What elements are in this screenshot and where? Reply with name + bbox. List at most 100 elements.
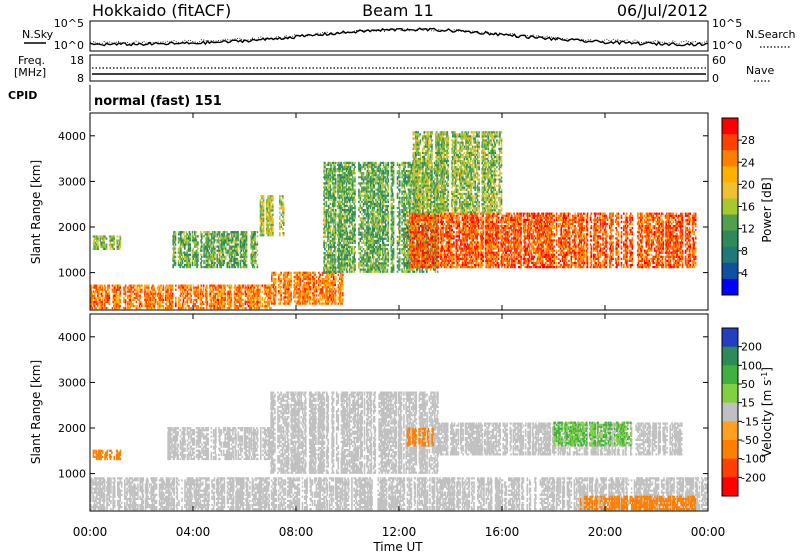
echo-cell (290, 286, 292, 288)
echo-cell (344, 256, 346, 258)
echo-cell (361, 191, 363, 193)
echo-cell (150, 301, 152, 303)
echo-cell (160, 287, 162, 289)
echo-cell (137, 295, 139, 297)
echo-cell (232, 252, 234, 254)
echo-cell (308, 274, 310, 276)
echo-cell (318, 272, 320, 274)
echo-cell (330, 232, 332, 234)
echo-cell (327, 276, 329, 278)
echo-cell (335, 223, 337, 225)
echo-cell (361, 225, 363, 227)
echo-cell (330, 164, 332, 166)
echo-cell (327, 288, 329, 290)
echo-cell (283, 220, 285, 222)
echo-cell (352, 197, 354, 199)
echo-cell (288, 274, 290, 276)
echo-cell (209, 291, 211, 293)
echo-cell (352, 172, 354, 174)
echo-cell (279, 199, 281, 201)
echo-cell (335, 252, 337, 254)
echo-cell (294, 294, 296, 296)
echo-cell (193, 248, 195, 250)
echo-cell (241, 305, 243, 307)
echo-cell (237, 264, 239, 266)
echo-cell (371, 166, 373, 168)
echo-cell (328, 191, 330, 193)
echo-cell (342, 252, 344, 254)
echo-cell (270, 307, 272, 309)
echo-cell (201, 260, 203, 262)
echo-cell (203, 260, 205, 262)
echo-cell (145, 289, 147, 291)
echo-cell (104, 303, 106, 305)
echo-cell (240, 264, 242, 266)
echo-cell (358, 264, 360, 266)
echo-cell (371, 271, 373, 273)
echo-cell (323, 168, 325, 170)
echo-cell (324, 303, 326, 305)
echo-cell (266, 307, 268, 309)
echo-cell (363, 262, 365, 264)
echo-cell (178, 264, 180, 266)
echo-cell (326, 189, 328, 191)
echo-cell (186, 233, 188, 235)
echo-cell (193, 235, 195, 237)
echo-cell (352, 217, 354, 219)
echo-cell (372, 244, 374, 246)
echo-cell (285, 292, 287, 294)
echo-cell (130, 285, 132, 287)
echo-cell (197, 243, 199, 245)
echo-cell (327, 303, 329, 305)
echo-cell (366, 238, 368, 240)
echo-cell (245, 307, 247, 309)
echo-cell (324, 264, 326, 266)
echo-cell (326, 176, 328, 178)
echo-cell (218, 299, 220, 301)
echo-cell (335, 230, 337, 232)
echo-cell (150, 305, 152, 307)
echo-cell (131, 291, 133, 293)
echo-cell (372, 199, 374, 201)
echo-cell (254, 299, 256, 301)
echo-cell (196, 291, 198, 293)
echo-cell (225, 235, 227, 237)
echo-cell (183, 233, 185, 235)
echo-cell (197, 285, 199, 287)
echo-cell (326, 215, 328, 217)
echo-cell (223, 260, 225, 262)
echo-cell (341, 303, 343, 305)
echo-cell (244, 262, 246, 264)
echo-cell (367, 223, 369, 225)
echo-cell (189, 237, 191, 239)
echo-cell (155, 301, 157, 303)
echo-cell (184, 291, 186, 293)
echo-cell (282, 216, 284, 218)
echo-cell (347, 256, 349, 258)
echo-cell (201, 291, 203, 293)
echo-cell (352, 193, 354, 195)
echo-cell (139, 287, 141, 289)
echo-cell (324, 242, 326, 244)
echo-cell (340, 201, 342, 203)
echo-cell (327, 260, 329, 262)
echo-cell (358, 252, 360, 254)
echo-cell (269, 222, 271, 224)
echo-cell (347, 240, 349, 242)
echo-cell (308, 284, 310, 286)
echo-cell (354, 250, 356, 252)
echo-cell (197, 258, 199, 260)
echo-cell (332, 288, 334, 290)
echo-cell (263, 197, 265, 199)
echo-cell (330, 166, 332, 168)
echo-cell (91, 305, 93, 307)
echo-cell (366, 228, 368, 230)
echo-cell (341, 197, 343, 199)
echo-cell (242, 256, 244, 258)
echo-cell (290, 294, 292, 296)
echo-cell (350, 166, 352, 168)
echo-cell (333, 178, 335, 180)
echo-cell (188, 305, 190, 307)
echo-cell (166, 293, 168, 295)
echo-cell (283, 212, 285, 214)
